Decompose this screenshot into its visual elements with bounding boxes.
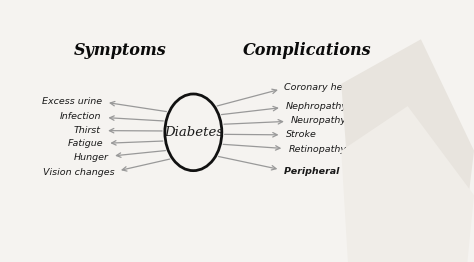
Text: Peripheral vascular: Peripheral vascular bbox=[283, 167, 387, 176]
Text: Symptoms: Symptoms bbox=[74, 42, 167, 58]
Text: Diabetes: Diabetes bbox=[164, 126, 223, 139]
Polygon shape bbox=[341, 106, 474, 262]
Polygon shape bbox=[341, 39, 474, 262]
Text: Nephropathy: Nephropathy bbox=[286, 102, 347, 111]
Text: Retinopathy: Retinopathy bbox=[288, 145, 346, 154]
Text: Coronary heart disease: Coronary heart disease bbox=[284, 83, 395, 92]
Text: Excess urine: Excess urine bbox=[42, 97, 102, 106]
Text: Stroke: Stroke bbox=[286, 130, 317, 139]
Text: Complications: Complications bbox=[243, 42, 372, 58]
Text: Infection: Infection bbox=[60, 112, 101, 121]
Text: Neuropathy: Neuropathy bbox=[291, 116, 347, 125]
Text: Thirst: Thirst bbox=[74, 126, 101, 135]
Text: Vision changes: Vision changes bbox=[43, 168, 115, 177]
Text: Hunger: Hunger bbox=[73, 153, 109, 162]
Text: Fatigue: Fatigue bbox=[67, 139, 103, 148]
